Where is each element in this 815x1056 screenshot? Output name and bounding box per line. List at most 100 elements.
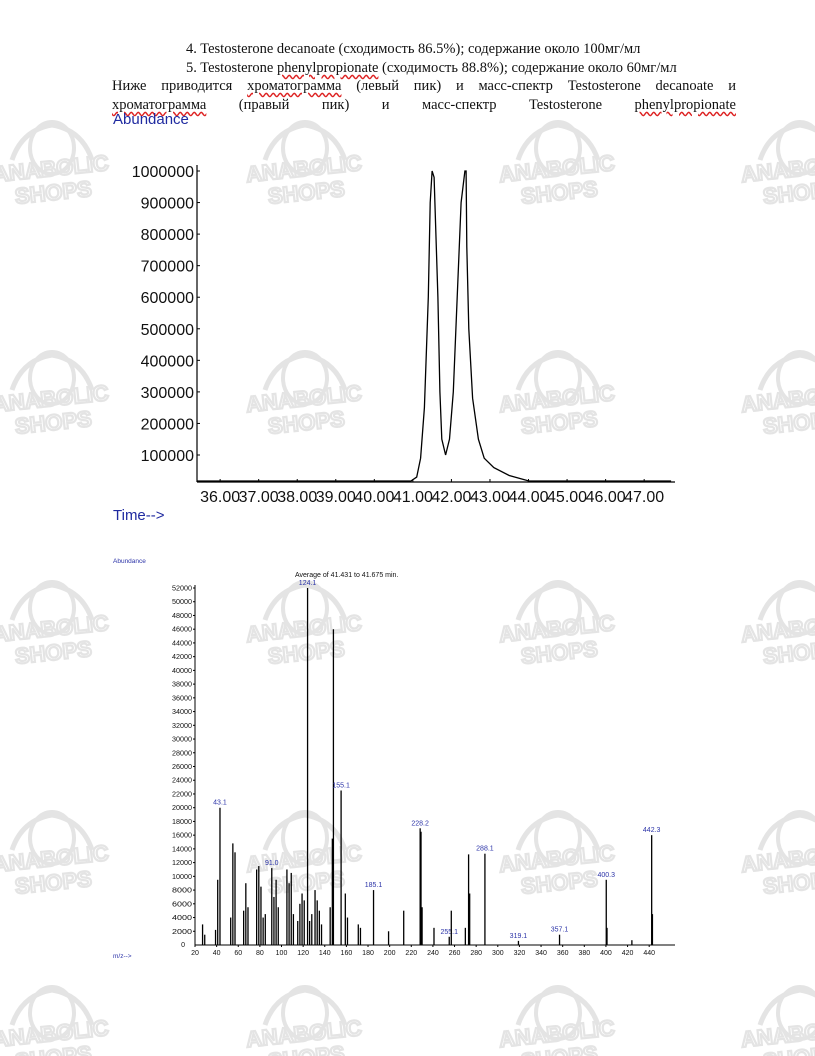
tic-y-tick-label: 1000000 — [132, 164, 194, 181]
tic-x-tick-label: 39.00 — [316, 489, 356, 506]
ms-x-tick-label: 20 — [191, 950, 199, 957]
doc-line-5-compound: phenylpropionate — [276, 60, 379, 76]
ms-x-tick-label: 240 — [427, 950, 439, 957]
ms-y-tick-label: 28000 — [172, 750, 192, 757]
ms-peak-label: 185.1 — [365, 882, 383, 889]
paragraph-word: phenylpropionate — [634, 97, 736, 113]
ms-peak-label: 124.1 — [299, 580, 317, 587]
tic-x-tick-label: 42.00 — [431, 489, 471, 506]
doc-line-5-post: (сходимость 88.8%); содержание около 60м… — [378, 60, 677, 76]
ms-x-tick-label: 40 — [213, 950, 221, 957]
ms-y-tick-label: 36000 — [172, 695, 192, 702]
tic-x-tick-label: 45.00 — [547, 489, 587, 506]
tic-xlabel: Time--> — [113, 507, 165, 524]
ms-xlabel: m/z--> — [113, 953, 132, 960]
ms-peak-label: 255.1 — [440, 929, 458, 936]
ms-y-tick-label: 32000 — [172, 723, 192, 730]
ms-peak-label: 91.0 — [265, 860, 279, 867]
tic-y-tick-label: 600000 — [141, 290, 194, 307]
doc-paragraph-line-2: хроматограмма (правый пик) и масс-спектр Test… — [112, 96, 736, 114]
paragraph-word: хроматограмма — [247, 78, 342, 94]
paragraph-word: приводится — [161, 78, 233, 94]
paragraph-word: Testosterone — [528, 97, 603, 113]
ms-y-tick-label: 30000 — [172, 737, 192, 744]
ms-peak-label: 442.3 — [643, 827, 661, 834]
paragraph-word: хроматограмма — [112, 97, 207, 113]
ms-y-tick-label: 40000 — [172, 668, 192, 675]
ms-peak-label: 357.1 — [551, 927, 569, 934]
ms-x-tick-label: 100 — [276, 950, 288, 957]
ms-y-tick-label: 38000 — [172, 682, 192, 689]
doc-line-4: 4. Testosterone decanoate (сходимость 86… — [186, 41, 641, 57]
tic-y-tick-label: 700000 — [141, 259, 194, 276]
tic-x-tick-label: 43.00 — [470, 489, 510, 506]
paragraph-word: (правый — [238, 97, 290, 113]
tic-chart: 100000 200000 300000 400000 500000 600000 7000… — [132, 164, 675, 506]
ms-ylabel: Abundance — [113, 558, 146, 565]
tic-y-tick-label: 900000 — [141, 196, 194, 213]
ms-y-tick-label: 12000 — [172, 860, 192, 867]
tic-y-tick-label: 400000 — [141, 353, 194, 370]
tic-x-tick-label: 41.00 — [393, 489, 433, 506]
ms-y-tick-label: 34000 — [172, 709, 192, 716]
ms-x-tick-label: 220 — [405, 950, 417, 957]
ms-y-tick-label: 22000 — [172, 791, 192, 798]
paragraph-word: и — [381, 97, 390, 113]
ms-x-tick-label: 60 — [234, 950, 242, 957]
tic-ylabel: Abundance — [113, 111, 189, 128]
ms-x-tick-label: 120 — [297, 950, 309, 957]
paragraph-word: пик) — [413, 78, 442, 94]
ms-x-tick-label: 360 — [557, 950, 569, 957]
ms-x-tick-label: 140 — [319, 950, 331, 957]
paragraph-word: масс-спектр — [478, 78, 553, 94]
tic-x-tick-label: 46.00 — [586, 489, 626, 506]
ms-y-tick-label: 50000 — [172, 599, 192, 606]
tic-x-tick-label: 37.00 — [239, 489, 279, 506]
ms-peak-label: 43.1 — [213, 800, 227, 807]
paragraph-word: масс-спектр — [422, 97, 497, 113]
paragraph-word: decanoate — [655, 78, 714, 94]
tic-x-tick-label: 40.00 — [354, 489, 394, 506]
ms-x-tick-label: 200 — [384, 950, 396, 957]
ms-x-tick-label: 400 — [600, 950, 612, 957]
ms-y-tick-label: 4000 — [172, 915, 192, 922]
ms-x-tick-label: 160 — [341, 950, 353, 957]
paragraph-word: Testosterone — [567, 78, 641, 94]
ms-y-tick-label: 14000 — [172, 846, 192, 853]
ms-peak-label: 319.1 — [510, 933, 528, 940]
tic-y-tick-label: 800000 — [141, 227, 194, 244]
ms-title: Average of 41.431 to 41.675 min. — [295, 572, 398, 579]
ms-y-tick-label: 42000 — [172, 654, 192, 661]
ms-y-tick-label: 26000 — [172, 764, 192, 771]
paragraph-word: пик) — [321, 97, 350, 113]
ms-y-zero-label: 0 — [181, 942, 185, 949]
ms-x-tick-label: 420 — [622, 950, 634, 957]
ms-peak-label: 155.1 — [332, 783, 350, 790]
ms-x-tick-label: 380 — [578, 950, 590, 957]
ms-y-tick-label: 10000 — [172, 874, 192, 881]
tic-y-tick-label: 300000 — [141, 385, 194, 402]
paragraph-word: Ниже — [112, 78, 147, 94]
ms-y-tick-label: 48000 — [172, 613, 192, 620]
ms-y-tick-label: 52000 — [172, 586, 192, 593]
tic-x-tick-label: 47.00 — [624, 489, 664, 506]
tic-x-tick-label: 44.00 — [508, 489, 548, 506]
tic-y-tick-label: 200000 — [141, 416, 194, 433]
ms-y-tick-label: 46000 — [172, 627, 192, 634]
doc-paragraph-line-1: Ниже приводится хроматограмма (левый пик) и ма… — [112, 77, 736, 95]
ms-x-tick-label: 260 — [449, 950, 461, 957]
paragraph-word: (левый — [356, 78, 400, 94]
ms-x-tick-label: 340 — [535, 950, 547, 957]
paragraph-word: и — [728, 78, 736, 94]
ms-y-tick-label: 2000 — [172, 929, 192, 936]
tic-y-tick-label: 100000 — [141, 448, 194, 465]
ms-x-tick-label: 180 — [362, 950, 374, 957]
ms-y-tick-label: 24000 — [172, 778, 192, 785]
ms-y-tick-label: 6000 — [172, 901, 192, 908]
doc-line-5-pre: 5. Testosterone — [186, 60, 277, 76]
ms-y-tick-label: 20000 — [172, 805, 192, 812]
ms-x-tick-label: 300 — [492, 950, 504, 957]
ms-y-tick-label: 16000 — [172, 833, 192, 840]
ms-x-tick-label: 80 — [256, 950, 264, 957]
